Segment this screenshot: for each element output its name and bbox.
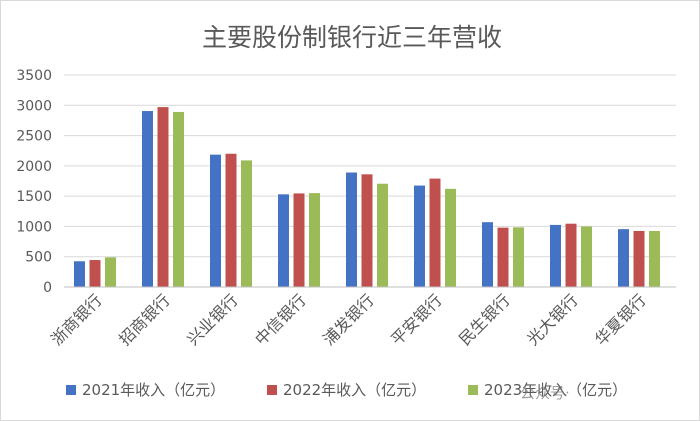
y-tick-label: 1000 xyxy=(16,219,52,235)
legend: 2021年收入（亿元） 2022年收入（亿元） 2023年收入（亿元） xyxy=(66,381,627,399)
x-tick-label: 民生银行 xyxy=(455,290,514,349)
x-tick-label: 浦发银行 xyxy=(319,290,378,349)
bars xyxy=(74,107,660,287)
bar xyxy=(105,257,116,287)
bar xyxy=(293,193,305,287)
bar xyxy=(225,153,237,287)
bar xyxy=(74,261,85,287)
x-tick-label: 招商银行 xyxy=(115,290,174,349)
bar xyxy=(414,185,425,287)
x-tick-label: 中信银行 xyxy=(251,290,310,349)
bar xyxy=(89,260,101,287)
bar xyxy=(157,107,169,287)
bar xyxy=(429,178,441,287)
legend-label: 2023年收入（亿元） xyxy=(484,381,627,399)
bar xyxy=(278,194,289,287)
chart-title: 主要股份制银行近三年营收 xyxy=(202,23,502,52)
bar xyxy=(241,160,252,287)
bar xyxy=(497,227,509,287)
watermark-text: 公众号· xyxy=(520,384,570,402)
y-tick-label: 2500 xyxy=(16,129,52,145)
x-tick-label: 平安银行 xyxy=(387,290,446,349)
y-tick-label: 0 xyxy=(43,280,52,296)
bar xyxy=(581,226,592,287)
bar xyxy=(482,222,493,287)
y-axis: 0 500 1000 1500 2000 2500 3000 3500 xyxy=(16,68,52,296)
bar xyxy=(142,111,153,287)
legend-swatch xyxy=(66,385,76,395)
bar xyxy=(649,230,660,287)
bar xyxy=(618,229,629,287)
legend-label: 2021年收入（亿元） xyxy=(82,381,225,399)
bar xyxy=(377,183,388,287)
bar xyxy=(361,174,373,287)
y-tick-label: 3500 xyxy=(16,68,52,84)
legend-swatch xyxy=(267,385,277,395)
bar xyxy=(565,223,577,287)
bar xyxy=(445,188,456,287)
bar xyxy=(346,172,357,287)
y-tick-label: 1500 xyxy=(16,189,52,205)
y-tick-label: 500 xyxy=(25,250,52,266)
bar xyxy=(173,111,184,287)
x-tick-label: 兴业银行 xyxy=(183,290,242,349)
legend-label: 2022年收入（亿元） xyxy=(283,381,426,399)
legend-swatch xyxy=(468,385,478,395)
x-axis: 浙商银行 招商银行 兴业银行 中信银行 浦发银行 平安银行 民生银行 光大银行 华夏银行 xyxy=(47,290,650,349)
bar xyxy=(309,193,320,287)
bar xyxy=(633,230,645,287)
x-tick-label: 浙商银行 xyxy=(47,290,106,349)
bar xyxy=(513,227,524,287)
y-tick-label: 3000 xyxy=(16,98,52,114)
bar xyxy=(550,224,561,287)
bar xyxy=(210,154,221,287)
y-tick-label: 2000 xyxy=(16,159,52,175)
x-tick-label: 华夏银行 xyxy=(591,290,650,349)
x-tick-label: 光大银行 xyxy=(523,290,582,349)
